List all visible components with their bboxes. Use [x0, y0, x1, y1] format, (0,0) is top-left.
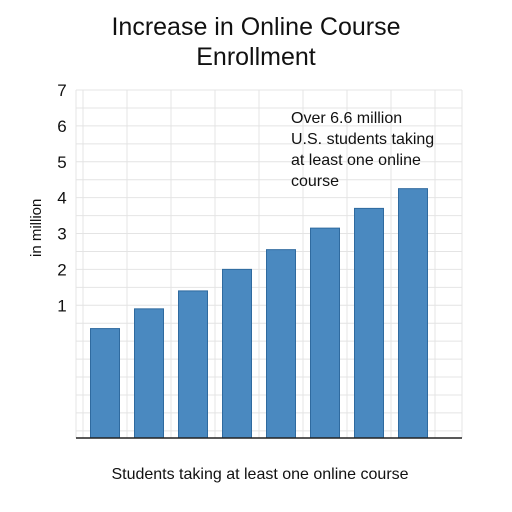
y-tick-label: 7 — [57, 81, 66, 100]
annotation-line-3: at least one online — [291, 152, 421, 169]
y-tick-label: 4 — [57, 189, 66, 208]
y-axis-label: in million — [28, 198, 45, 258]
y-tick-label: 1 — [57, 296, 66, 315]
annotation-line-2: U.S. students taking — [291, 131, 435, 148]
x-axis-label: Students taking at least one online cour… — [111, 466, 409, 483]
bar — [266, 249, 296, 439]
y-tick-label: 2 — [57, 260, 66, 279]
bar — [222, 268, 252, 439]
annotation-line-4: course — [291, 173, 340, 190]
y-tick-labels: 1 2 3 4 5 6 7 — [57, 81, 66, 315]
chart-title: Increase in Online Course Enrollment — [0, 12, 512, 72]
chart-title-line-1: Increase in Online Course — [111, 13, 401, 41]
chart-bars — [90, 188, 428, 439]
chart-annotation: Over 6.6 million U.S. students taking at… — [291, 108, 466, 192]
chart-title-line-2: Enrollment — [196, 43, 316, 71]
bar — [354, 207, 384, 439]
bar — [310, 227, 340, 439]
bar — [398, 188, 428, 439]
annotation-line-1: Over 6.6 million — [291, 110, 403, 127]
bar — [90, 328, 120, 439]
bar — [178, 290, 208, 439]
y-tick-label: 3 — [57, 225, 66, 244]
y-tick-label: 6 — [57, 117, 66, 136]
bar — [134, 308, 164, 439]
y-tick-label: 5 — [57, 153, 66, 172]
